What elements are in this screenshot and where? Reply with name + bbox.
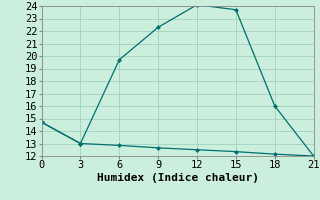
X-axis label: Humidex (Indice chaleur): Humidex (Indice chaleur) <box>97 173 259 183</box>
